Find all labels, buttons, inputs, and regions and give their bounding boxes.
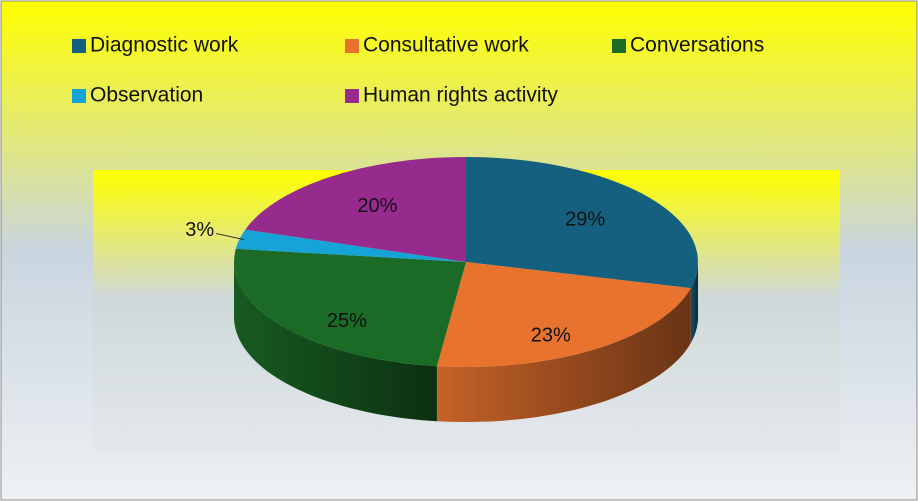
data-label: 29% (565, 208, 605, 230)
slice (235, 229, 466, 262)
legend-swatch (72, 39, 86, 53)
slice (436, 262, 691, 367)
legend-label: Diagnostic work (90, 34, 239, 57)
slice (466, 157, 698, 289)
legend-swatch (612, 39, 626, 53)
legend-swatch (345, 39, 359, 53)
data-label: 25% (327, 310, 367, 332)
slice-side-shade (690, 262, 698, 344)
pie (234, 157, 698, 422)
slice (234, 248, 466, 367)
slice (245, 157, 466, 262)
leader-line (216, 233, 245, 241)
legend-label: Human rights activity (363, 84, 558, 107)
data-label: 23% (531, 325, 571, 347)
legend-swatch (345, 89, 359, 103)
legend-label: Conversations (630, 34, 764, 57)
data-label: 3% (185, 219, 214, 241)
slice-side-shade (234, 262, 437, 422)
data-label: 20% (357, 195, 397, 217)
legend-label: Observation (90, 84, 203, 107)
slice-side-shade (436, 288, 691, 422)
legend-swatch (72, 89, 86, 103)
legend-label: Consultative work (363, 34, 529, 57)
